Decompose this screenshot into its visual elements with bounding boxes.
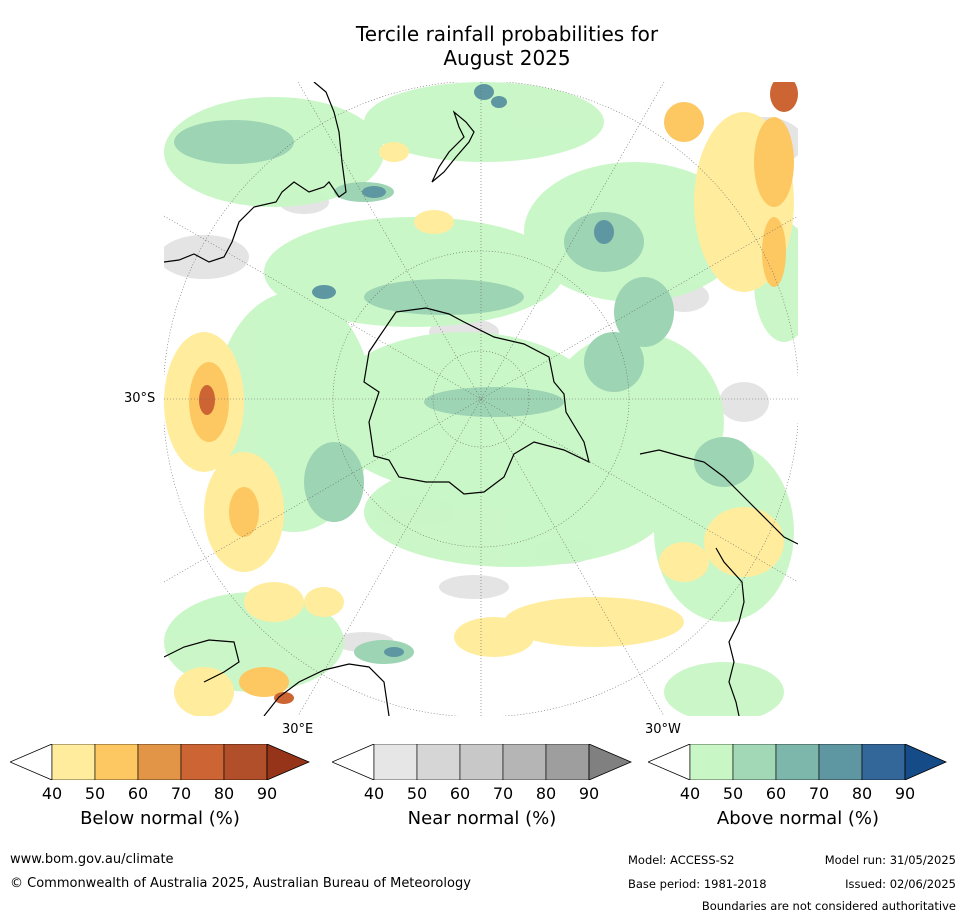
near-normal-colorbar-svg <box>332 744 632 780</box>
below-normal-colorbar-title: Below normal (%) <box>80 808 240 829</box>
below-normal-swatch-40 <box>51 744 96 780</box>
above-normal-extend-low <box>648 744 691 780</box>
footer-issued: Issued: 02/06/2025 <box>845 877 956 891</box>
below-normal-tick-60: 60 <box>127 784 149 803</box>
above-normal-colorbar-title: Above normal (%) <box>716 808 880 829</box>
below-normal-mid-patches <box>189 102 794 697</box>
below-normal-swatch-70 <box>180 744 225 780</box>
map-title-line2: August 2025 <box>443 46 571 70</box>
below-normal-colorbar <box>10 744 310 780</box>
near-normal-tick-60: 60 <box>449 784 471 803</box>
coastlines <box>164 82 798 716</box>
near-normal-colorbar <box>332 744 632 780</box>
near-normal-tick-40: 40 <box>363 784 385 803</box>
longitude-label-30e: 30°E <box>282 722 314 737</box>
footer-model-run: Model run: 31/05/2025 <box>824 853 956 867</box>
above-normal-swatch-70 <box>818 744 863 780</box>
below-normal-tick-80: 80 <box>213 784 235 803</box>
footer-model: Model: ACCESS-S2 <box>628 853 735 867</box>
near-normal-swatch-50 <box>416 744 461 780</box>
footer-copyright: © Commonwealth of Australia 2025, Austra… <box>10 876 471 891</box>
below-normal-colorbar-svg <box>10 744 310 780</box>
near-normal-swatch-70 <box>502 744 547 780</box>
latitude-label-30s: 30°S <box>124 391 156 406</box>
above-normal-swatch-40 <box>689 744 734 780</box>
above-normal-swatch-50 <box>732 744 777 780</box>
below-normal-swatch-60 <box>137 744 182 780</box>
near-normal-tick-80: 80 <box>535 784 557 803</box>
above-normal-tick-80: 80 <box>851 784 873 803</box>
near-normal-extend-high <box>588 744 632 780</box>
below-normal-swatch-80 <box>223 744 268 780</box>
footer-url: www.bom.gov.au/climate <box>10 852 174 867</box>
above-normal-colorbar-svg <box>648 744 947 780</box>
footer-boundaries-disclaimer: Boundaries are not considered authoritat… <box>701 899 956 913</box>
near-normal-swatch-60 <box>459 744 504 780</box>
rainfall-probability-map <box>164 82 798 716</box>
above-normal-tick-90: 90 <box>894 784 916 803</box>
graticule <box>164 82 798 716</box>
above-normal-tick-50: 50 <box>722 784 744 803</box>
map-title: Tercile rainfall probabilities for Augus… <box>0 22 965 70</box>
below-normal-dark-patches <box>199 82 798 704</box>
near-normal-colorbar-title: Near normal (%) <box>407 808 557 829</box>
above-normal-mid-patches <box>174 120 754 664</box>
above-normal-colorbar <box>648 744 948 780</box>
below-normal-tick-50: 50 <box>84 784 106 803</box>
above-normal-extend-high <box>904 744 947 780</box>
map-title-line1: Tercile rainfall probabilities for <box>355 22 659 46</box>
below-normal-extend-low <box>10 744 53 780</box>
above-normal-tick-70: 70 <box>808 784 830 803</box>
above-normal-tick-60: 60 <box>765 784 787 803</box>
footer-base-period: Base period: 1981-2018 <box>628 877 767 891</box>
below-normal-extend-high <box>266 744 310 780</box>
near-normal-swatch-40 <box>373 744 418 780</box>
near-normal-swatch-80 <box>545 744 590 780</box>
near-normal-extend-low <box>332 744 375 780</box>
below-normal-swatch-50 <box>94 744 139 780</box>
longitude-label-30w: 30°W <box>645 722 681 737</box>
above-normal-swatch-60 <box>775 744 820 780</box>
above-normal-tick-40: 40 <box>679 784 701 803</box>
below-normal-tick-90: 90 <box>256 784 278 803</box>
near-normal-tick-90: 90 <box>578 784 600 803</box>
below-normal-tick-70: 70 <box>170 784 192 803</box>
near-normal-tick-70: 70 <box>492 784 514 803</box>
near-normal-tick-50: 50 <box>406 784 428 803</box>
above-normal-swatch-80 <box>861 744 906 780</box>
map-canvas <box>164 82 798 716</box>
below-normal-tick-40: 40 <box>41 784 63 803</box>
